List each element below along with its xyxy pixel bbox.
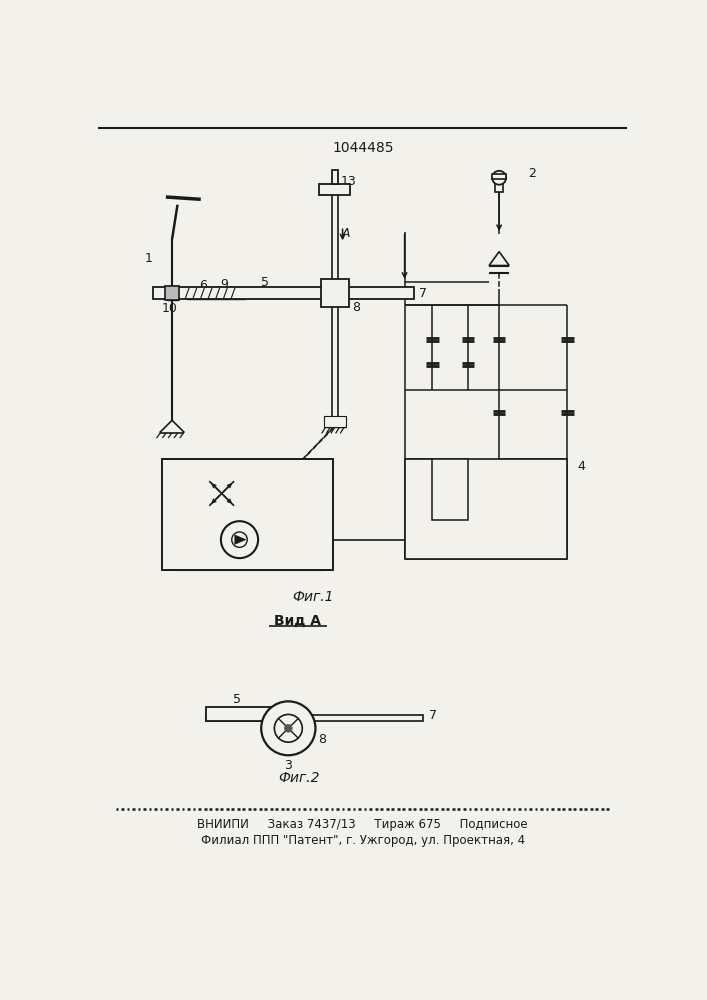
Bar bbox=[167, 286, 177, 300]
Circle shape bbox=[492, 171, 506, 185]
Text: 7: 7 bbox=[429, 709, 437, 722]
Bar bbox=[433, 459, 468, 520]
Circle shape bbox=[274, 714, 303, 742]
Bar bbox=[332, 170, 338, 184]
Circle shape bbox=[261, 701, 315, 755]
Bar bbox=[162, 459, 332, 570]
Polygon shape bbox=[489, 252, 509, 266]
Bar bbox=[492, 174, 506, 179]
Text: 10: 10 bbox=[162, 302, 177, 315]
Text: 3: 3 bbox=[284, 759, 292, 772]
Text: Фиг.2: Фиг.2 bbox=[279, 771, 320, 785]
Bar bbox=[165, 286, 179, 300]
Bar bbox=[495, 180, 503, 192]
Bar bbox=[206, 707, 284, 721]
Polygon shape bbox=[235, 535, 246, 544]
Text: Вид А: Вид А bbox=[274, 613, 321, 628]
Text: ВНИИПИ     Заказ 7437/13     Тираж 675     Подписное: ВНИИПИ Заказ 7437/13 Тираж 675 Подписное bbox=[197, 818, 528, 831]
Text: 2: 2 bbox=[527, 167, 536, 180]
Circle shape bbox=[221, 521, 258, 558]
Circle shape bbox=[232, 532, 247, 547]
Bar bbox=[187, 288, 245, 299]
Bar bbox=[320, 184, 351, 195]
Text: Фиг.1: Фиг.1 bbox=[293, 590, 334, 604]
Text: 5: 5 bbox=[261, 276, 269, 289]
Text: 13: 13 bbox=[341, 175, 356, 188]
Bar bbox=[324, 416, 346, 427]
Text: 1: 1 bbox=[145, 252, 153, 265]
Text: 9: 9 bbox=[220, 278, 228, 291]
Text: Филиал ППП "Патент", г. Ужгород, ул. Проектная, 4: Филиал ППП "Патент", г. Ужгород, ул. Про… bbox=[201, 834, 525, 847]
Bar bbox=[404, 459, 567, 559]
Text: 1044485: 1044485 bbox=[332, 141, 394, 155]
Bar bbox=[321, 279, 349, 307]
Circle shape bbox=[284, 724, 292, 732]
Bar bbox=[153, 287, 414, 299]
Text: 8: 8 bbox=[353, 301, 361, 314]
Text: A: A bbox=[341, 227, 350, 240]
Bar bbox=[206, 715, 423, 721]
Text: 5: 5 bbox=[233, 693, 241, 706]
Text: 6: 6 bbox=[199, 279, 207, 292]
Text: 8: 8 bbox=[318, 733, 327, 746]
Text: 7: 7 bbox=[419, 287, 427, 300]
Text: 4: 4 bbox=[578, 460, 585, 473]
